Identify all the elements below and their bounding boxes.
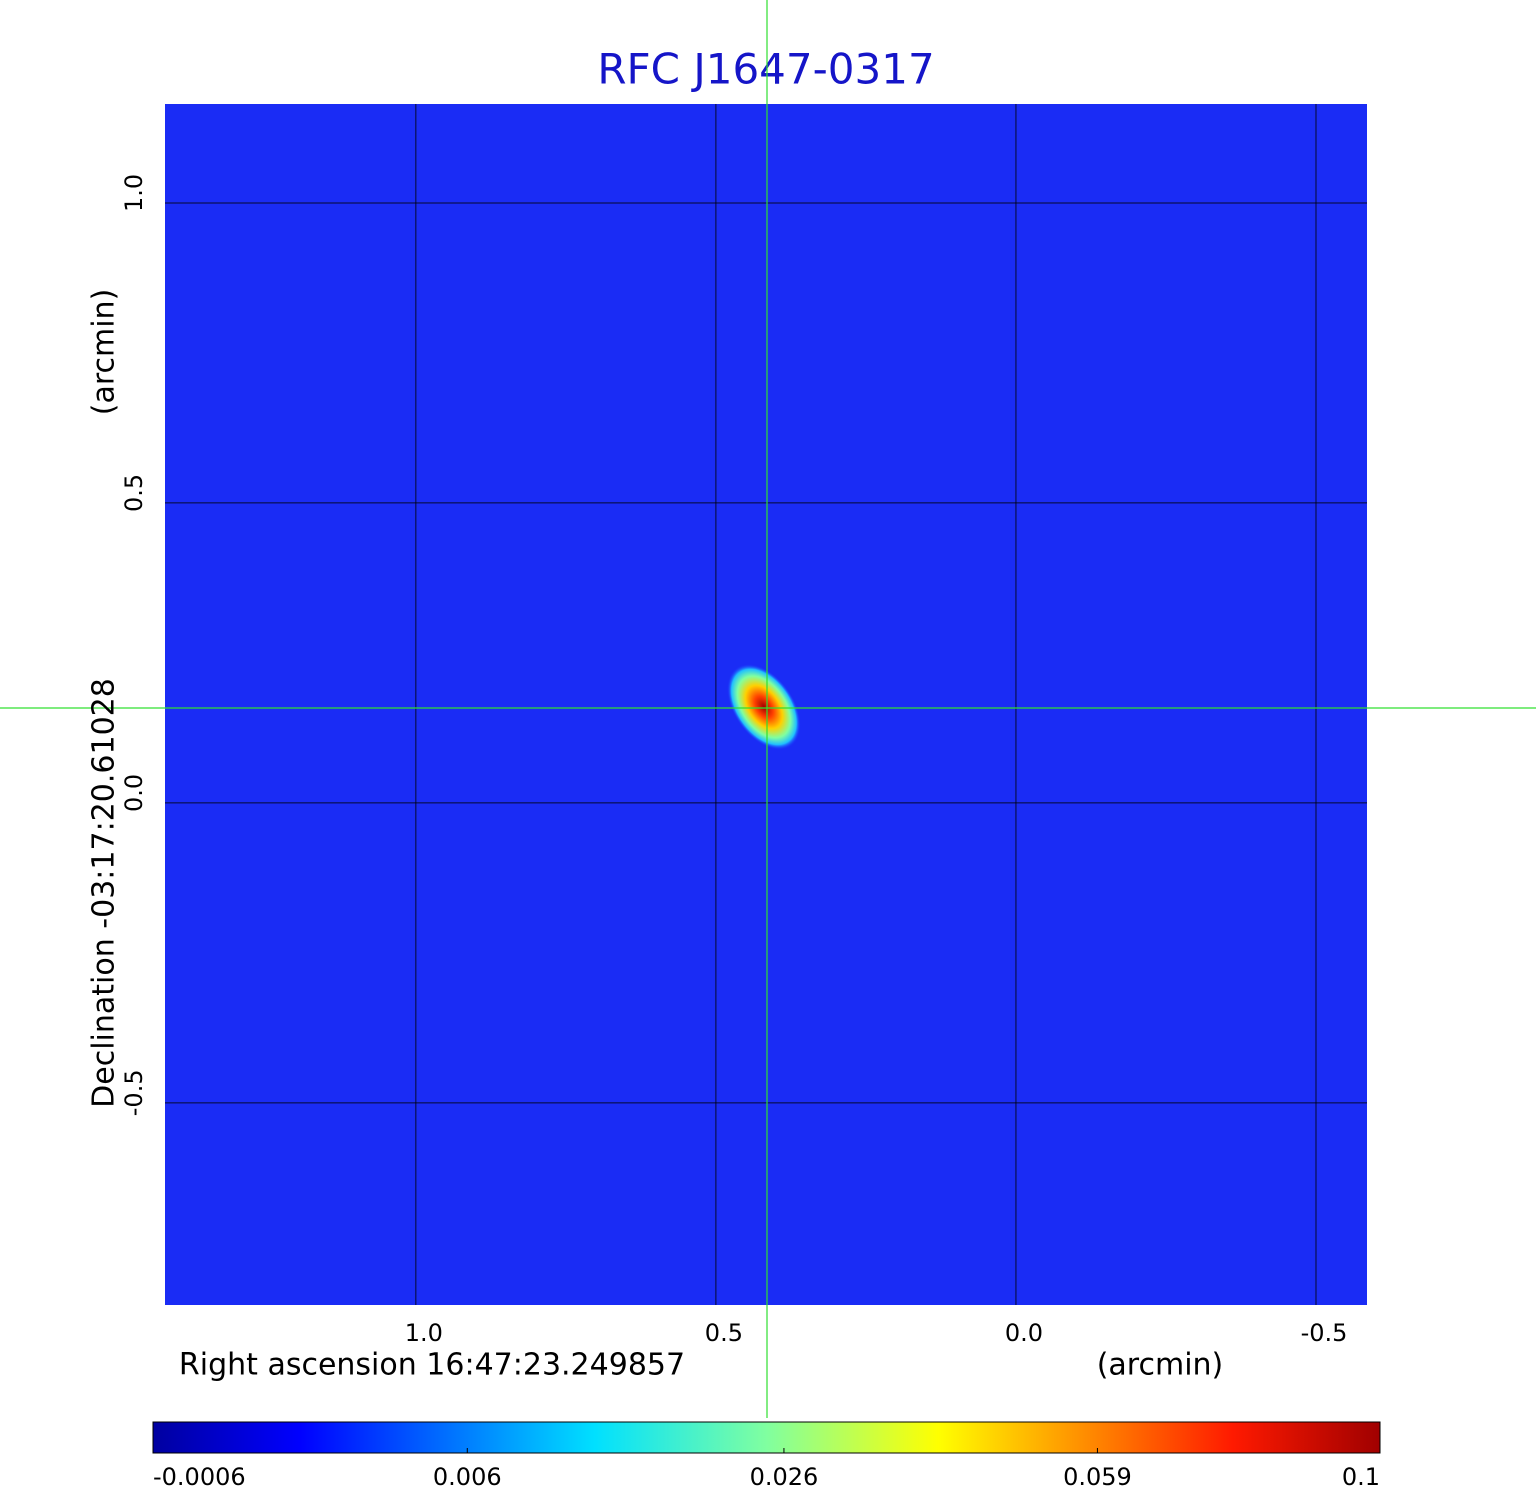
colorbar-tick-label: 0.006: [433, 1463, 502, 1491]
y-tick-label: 0.0: [120, 774, 148, 812]
y-tick-label: 0.5: [120, 474, 148, 512]
colorbar-tick-label: 0.1: [1342, 1463, 1380, 1491]
y-axis-unit: (arcmin): [87, 289, 122, 416]
grid: [165, 104, 1367, 1305]
marks: [727, 664, 801, 750]
x-axis-unit: (arcmin): [1097, 1348, 1224, 1383]
y-tick-label: -0.5: [120, 1069, 148, 1116]
x-tick-label: -0.5: [1301, 1319, 1348, 1347]
chart-title: RFC J1647-0317: [597, 45, 934, 94]
x-axis-label: Right ascension 16:47:23.249857: [179, 1348, 685, 1383]
y-axis-label: Declination -03:17:20.61028: [87, 678, 122, 1108]
colorbar-tick-label: 0.026: [750, 1463, 819, 1491]
x-tick-label: 0.0: [1005, 1319, 1043, 1347]
source-peak: [727, 664, 801, 750]
x-tick-label: 1.0: [405, 1319, 443, 1347]
colorbar-tick-label: 0.059: [1063, 1463, 1132, 1491]
colorbar: [152, 1421, 1381, 1454]
colorbar-tick-label: -0.0006: [153, 1463, 246, 1491]
x-tick-label: 0.5: [705, 1319, 743, 1347]
y-tick-label: 1.0: [120, 174, 148, 212]
